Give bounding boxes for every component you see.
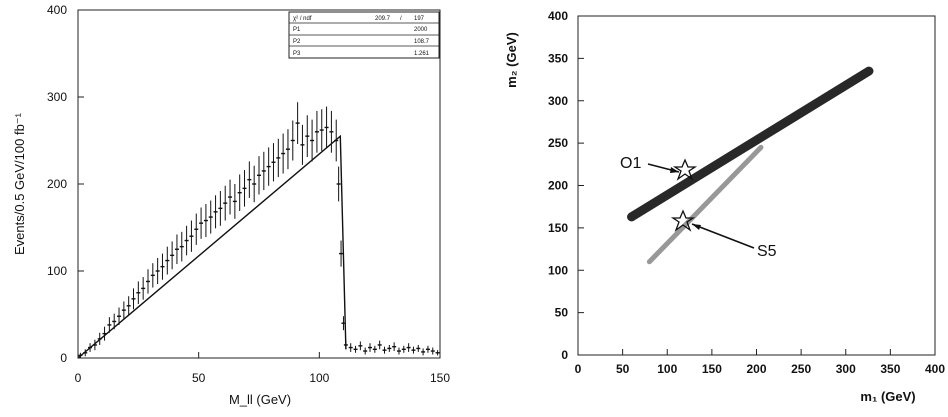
star-o1-icon — [672, 158, 698, 181]
right-band-2 — [646, 144, 764, 265]
right-y-tick-label: 250 — [548, 136, 568, 150]
left-axis-ticks: 0 50 100 150 0 100 200 300 400 — [47, 3, 450, 385]
left-y-tick-label: 0 — [60, 351, 67, 365]
left-x-tick-label: 0 — [75, 371, 82, 385]
left-chart: 0 50 100 150 0 100 200 300 400 χ² / ndf 209.7 / … — [12, 3, 450, 407]
star-s5-icon — [670, 209, 696, 232]
fit-header-sep: / — [400, 16, 402, 22]
right-y-tick-label: 300 — [548, 94, 568, 108]
right-axis-ticks: 0 50 100 150 200 250 300 350 400 0 50 100 150 200 250 3… — [548, 9, 945, 376]
right-y-tick-label: 350 — [548, 51, 568, 65]
annotation-s5-label: S5 — [757, 243, 777, 260]
left-x-tick-label: 50 — [192, 371, 206, 385]
annotation-o1-label: O1 — [620, 155, 641, 172]
right-plot-frame — [577, 15, 936, 356]
right-x-tick-label: 250 — [791, 362, 811, 376]
right-y-tick-label: 150 — [548, 221, 568, 235]
right-y-axis-label: m₂ (GeV) — [504, 32, 519, 88]
right-band-1 — [627, 66, 874, 222]
fit-header-label: χ² / ndf — [293, 16, 312, 22]
right-x-tick-label: 200 — [746, 362, 766, 376]
left-y-tick-label: 100 — [47, 264, 67, 278]
left-x-tick-label: 150 — [430, 371, 450, 385]
right-data-bands — [627, 66, 874, 265]
left-y-tick-label: 300 — [47, 90, 67, 104]
right-x-tick-label: 350 — [880, 362, 900, 376]
fit-param-p3-name: P3 — [293, 51, 301, 57]
annotation-o1-arrowhead — [670, 167, 679, 173]
annotation-s5-arrow — [691, 223, 755, 249]
left-data-points — [78, 102, 440, 358]
fit-param-p2-name: P2 — [293, 39, 301, 45]
left-fit-line — [77, 134, 347, 359]
right-y-tick-label: 400 — [548, 9, 568, 23]
right-y-tick-label: 0 — [561, 348, 568, 362]
fit-header-ndf: 197 — [414, 16, 425, 22]
fit-param-p2-value: 108.7 — [414, 39, 430, 45]
right-chart: 0 50 100 150 200 250 300 350 400 0 50 100 150 200 250 3… — [504, 9, 945, 404]
right-x-axis-label: m₁ (GeV) — [860, 389, 915, 404]
right-x-tick-label: 150 — [702, 362, 722, 376]
fit-stat-box: χ² / ndf 209.7 / 197 P1 2000 P2 108.7 P3… — [288, 11, 440, 59]
left-x-axis-label: M_ll (GeV) — [229, 392, 291, 407]
annotation-s5-arrowhead — [692, 224, 701, 230]
left-y-axis-label: Events/0.5 GeV/100 fb⁻¹ — [12, 112, 27, 255]
right-y-tick-label: 200 — [548, 179, 568, 193]
right-x-tick-label: 0 — [575, 362, 582, 376]
fit-param-p3-value: 1.261 — [414, 51, 430, 57]
fit-param-p1-name: P1 — [293, 27, 301, 33]
right-y-tick-label: 50 — [555, 306, 569, 320]
right-x-tick-label: 50 — [616, 362, 630, 376]
right-x-tick-label: 400 — [925, 362, 945, 376]
left-y-tick-label: 200 — [47, 177, 67, 191]
left-x-tick-label: 100 — [309, 371, 329, 385]
right-x-tick-label: 300 — [836, 362, 856, 376]
left-y-tick-label: 400 — [47, 3, 67, 17]
fit-param-p1-value: 2000 — [414, 27, 428, 33]
right-x-tick-label: 100 — [657, 362, 677, 376]
fit-header-value: 209.7 — [375, 16, 391, 22]
annotation-s5: S5 — [670, 209, 777, 260]
annotation-o1: O1 — [620, 155, 698, 181]
right-y-tick-label: 100 — [548, 263, 568, 277]
